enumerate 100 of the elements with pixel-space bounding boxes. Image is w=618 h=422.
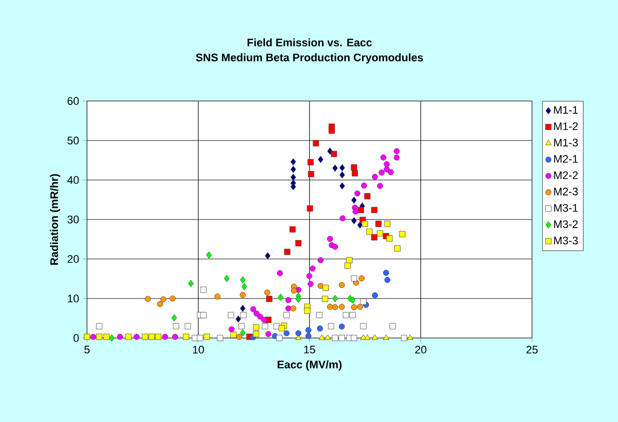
x-tick-label: 25	[526, 346, 538, 354]
point	[328, 323, 334, 330]
legend-label: M1-3	[554, 138, 578, 146]
point	[290, 288, 297, 294]
point	[144, 296, 151, 302]
legend-label: M2-3	[554, 188, 578, 196]
point	[344, 262, 351, 269]
point	[261, 316, 268, 323]
point	[276, 270, 283, 276]
point	[103, 334, 110, 340]
point	[253, 324, 260, 330]
point	[96, 334, 102, 340]
point	[340, 215, 346, 222]
point	[312, 140, 320, 146]
point	[350, 164, 358, 170]
point	[305, 327, 312, 334]
y-tick-label: 50	[67, 136, 79, 144]
point	[278, 294, 284, 301]
point	[290, 305, 296, 312]
legend-label: M3-3	[554, 236, 578, 244]
point	[326, 304, 333, 310]
legend-label: M3-1	[554, 204, 578, 212]
point	[290, 226, 296, 232]
point	[264, 290, 270, 296]
point	[338, 282, 345, 288]
point	[386, 235, 392, 242]
point	[278, 325, 285, 332]
point	[378, 170, 385, 176]
point	[214, 294, 220, 300]
point	[326, 236, 333, 242]
point	[372, 334, 378, 340]
point	[354, 190, 360, 196]
point	[108, 334, 114, 342]
point	[305, 333, 312, 340]
point	[295, 330, 302, 336]
legend-label: M3-2	[554, 220, 578, 228]
point	[322, 296, 328, 302]
point	[182, 334, 190, 340]
point	[360, 323, 366, 330]
y-tick-label: 0	[74, 334, 79, 342]
point	[290, 183, 296, 190]
point	[206, 251, 212, 259]
point	[364, 193, 370, 200]
point	[134, 334, 140, 340]
point	[204, 334, 210, 340]
y-tick-label: 60	[68, 97, 79, 105]
point	[351, 304, 357, 310]
y-tick-label: 30	[67, 216, 79, 224]
point	[290, 166, 296, 173]
y-tick-label: 10	[68, 294, 79, 302]
point	[318, 156, 324, 164]
point	[332, 164, 338, 172]
point	[371, 234, 378, 240]
point	[262, 323, 268, 330]
point	[358, 206, 364, 214]
point	[184, 323, 191, 330]
point	[351, 196, 357, 204]
point	[125, 334, 132, 340]
point	[384, 166, 390, 172]
point	[339, 164, 345, 172]
point	[236, 315, 242, 323]
point	[332, 244, 338, 250]
point	[228, 326, 235, 332]
point	[332, 304, 338, 310]
x-tick-label: 5	[84, 346, 90, 354]
point	[330, 150, 338, 158]
point	[284, 248, 290, 255]
point	[316, 326, 323, 332]
chart-title: Field Emission vs. Eacc	[248, 38, 372, 46]
point	[240, 304, 246, 312]
point	[306, 205, 314, 212]
point	[316, 312, 322, 318]
point	[172, 334, 178, 340]
y-axis-title: Radiation (mR/hr)	[50, 174, 60, 265]
point	[188, 280, 194, 288]
point	[200, 312, 206, 318]
point	[253, 330, 260, 338]
point	[318, 282, 324, 289]
point	[351, 217, 357, 224]
point	[200, 286, 206, 293]
point	[148, 334, 155, 340]
point	[308, 159, 314, 166]
point	[155, 334, 162, 340]
legend-label: M1-2	[554, 122, 578, 130]
point	[284, 312, 290, 318]
point	[84, 334, 90, 340]
point	[216, 334, 224, 342]
point	[306, 272, 312, 279]
point	[318, 334, 325, 340]
point	[332, 334, 338, 342]
point	[361, 182, 368, 189]
point	[273, 323, 280, 330]
point	[240, 312, 247, 318]
point	[346, 257, 352, 264]
x-tick-label: 20	[415, 346, 426, 354]
point	[324, 334, 331, 340]
point	[240, 329, 246, 336]
point	[290, 158, 296, 166]
point	[350, 296, 356, 304]
point	[371, 206, 378, 214]
